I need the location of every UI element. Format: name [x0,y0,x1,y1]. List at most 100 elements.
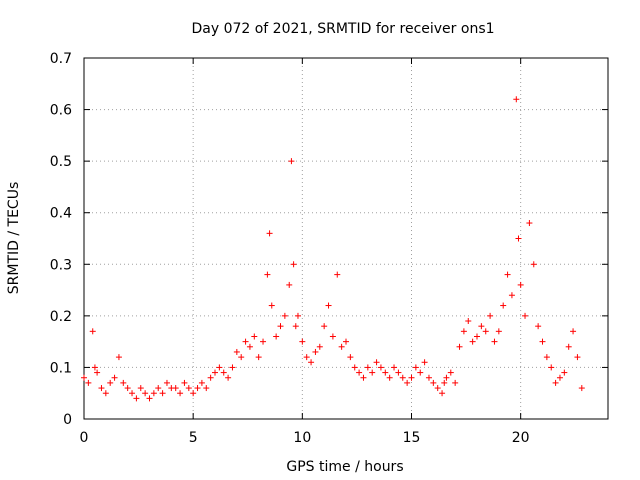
data-point [447,369,454,376]
data-point [441,379,448,386]
data-point [570,328,577,335]
data-point [89,328,96,335]
data-point [281,312,288,319]
data-point [286,281,293,288]
data-point [325,302,332,309]
data-point [373,359,380,366]
data-point [146,395,153,402]
data-point [246,343,253,350]
data-point [487,312,494,319]
data-point [565,343,572,350]
y-tick-label: 0.1 [50,360,72,376]
data-point [526,220,533,227]
data-point [515,235,522,242]
data-point [574,354,581,361]
x-axis-label: GPS time / hours [286,459,403,475]
data-point [198,379,205,386]
data-point [386,374,393,381]
grid [84,58,608,419]
data-point [238,354,245,361]
data-point [417,369,424,376]
data-point [391,364,398,371]
data-point [294,312,301,319]
data-point [111,374,118,381]
data-point [190,390,197,397]
data-point [185,385,192,392]
data-point [425,374,432,381]
data-point [260,338,267,345]
data-point [292,323,299,330]
x-tick-label: 10 [293,430,311,446]
plot-frame [83,57,609,420]
data-point [495,328,502,335]
data-point [251,333,258,340]
data-point [456,343,463,350]
data-points [81,96,585,402]
y-tick-label: 0.4 [50,206,72,222]
data-point [469,338,476,345]
data-point [242,338,249,345]
data-point [530,261,537,268]
data-point [163,379,170,386]
data-point [220,369,227,376]
data-point [522,312,529,319]
data-point [288,158,295,165]
data-point [439,390,446,397]
data-point [430,379,437,386]
data-point [142,390,149,397]
data-point [508,292,515,299]
data-point [255,354,262,361]
data-point [321,323,328,330]
data-point [443,374,450,381]
data-point [329,333,336,340]
data-point [212,369,218,376]
data-point [399,374,406,381]
data-point [408,374,415,381]
data-point [81,374,87,381]
data-point [303,354,310,361]
y-tick-label: 0.2 [50,309,72,325]
data-point [561,369,568,376]
data-point [452,379,459,386]
data-point [129,390,136,397]
axis-ticks: 0 0.1 0.2 0.3 0.4 0.5 0.6 0.7 0 5 10 15 20 [50,51,608,446]
data-point [491,338,498,345]
data-point [177,390,184,397]
data-point [517,281,524,288]
data-point [312,348,319,355]
data-point [351,364,358,371]
data-point [216,364,223,371]
x-tick-label: 5 [189,430,198,446]
data-point [264,271,271,278]
data-point [421,359,428,366]
data-point [395,369,402,376]
data-point [85,379,92,386]
data-point [102,390,109,397]
data-point [194,385,201,392]
data-point [360,374,367,381]
data-point [94,369,101,376]
data-point [412,364,419,371]
data-point [277,323,284,330]
data-point [225,374,232,381]
data-point [203,385,210,392]
data-point [556,374,563,381]
data-point [266,230,273,237]
y-tick-label: 0 [63,412,72,428]
data-point [299,338,306,345]
data-point [543,354,550,361]
data-point [364,364,371,371]
data-point [343,338,349,345]
data-point [552,379,559,386]
data-point [133,395,140,402]
data-point [308,359,315,366]
y-tick-label: 0.5 [50,154,72,170]
data-point [91,364,98,371]
data-point [120,379,127,386]
data-point [181,379,188,386]
data-point [356,369,363,376]
y-tick-label: 0.6 [50,103,72,119]
data-point [404,379,411,386]
data-point [548,364,555,371]
data-point [172,385,179,392]
